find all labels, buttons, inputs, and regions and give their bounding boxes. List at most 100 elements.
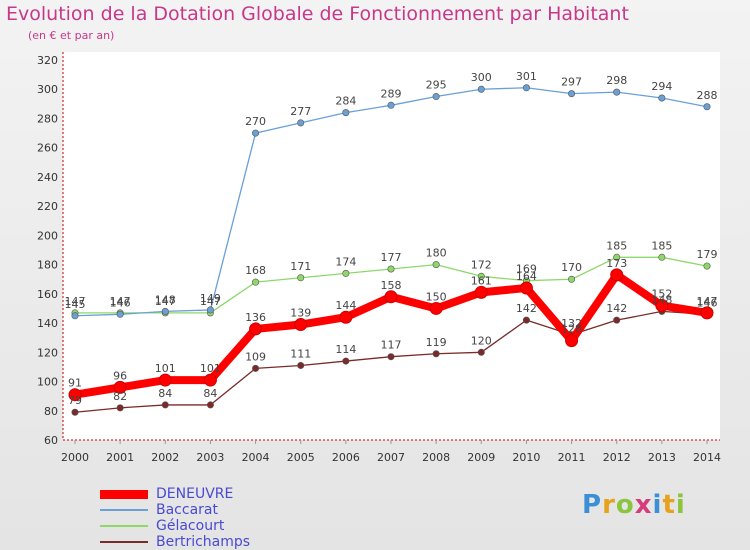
data-label-baccarat: 145	[65, 298, 86, 311]
data-label-deneuvre: 96	[113, 369, 127, 382]
data-point-bertrichamps	[522, 316, 530, 324]
data-label-bertrichamps: 117	[381, 339, 402, 352]
x-tick-label: 2006	[332, 451, 360, 464]
data-label-bertrichamps: 84	[158, 387, 172, 400]
x-tick-label: 2001	[106, 451, 134, 464]
data-point-g-lacourt	[432, 261, 440, 269]
data-label-deneuvre: 152	[651, 288, 672, 301]
data-point-bertrichamps	[116, 404, 124, 412]
data-label-baccarat: 297	[561, 76, 582, 89]
x-tick-label: 2002	[151, 451, 179, 464]
data-point-deneuvre	[610, 268, 624, 282]
data-point-g-lacourt	[613, 253, 621, 261]
data-point-deneuvre	[68, 388, 82, 402]
legend-swatch-bertrichamps	[100, 541, 148, 543]
data-point-g-lacourt	[703, 262, 711, 270]
data-label-deneuvre: 91	[68, 377, 82, 390]
data-point-deneuvre	[113, 380, 127, 394]
data-point-bertrichamps	[252, 364, 260, 372]
data-point-g-lacourt	[658, 253, 666, 261]
data-label-bertrichamps: 132	[561, 317, 582, 330]
data-label-g-lacourt: 177	[381, 251, 402, 264]
data-point-deneuvre	[384, 290, 398, 304]
data-label-baccarat: 270	[245, 115, 266, 128]
data-label-deneuvre: 101	[155, 362, 176, 375]
data-label-bertrichamps: 79	[68, 394, 82, 407]
data-label-deneuvre: 161	[471, 274, 492, 287]
y-tick-label: 220	[37, 200, 58, 213]
data-label-deneuvre: 136	[245, 311, 266, 324]
data-label-deneuvre: 164	[516, 270, 537, 283]
data-point-deneuvre	[203, 373, 217, 387]
data-point-deneuvre	[294, 318, 308, 332]
legend-swatch-deneuvre	[100, 489, 148, 499]
data-point-baccarat	[703, 103, 711, 111]
x-tick-label: 2005	[287, 451, 315, 464]
data-point-bertrichamps	[161, 401, 169, 409]
legend-item-baccarat: Baccarat	[100, 502, 250, 518]
x-tick-label: 2011	[558, 451, 586, 464]
x-tick-label: 2003	[196, 451, 224, 464]
legend-swatch-gelacourt	[100, 525, 148, 527]
data-point-deneuvre	[565, 334, 579, 348]
proxiti-logo: Proxiti	[582, 490, 686, 520]
data-point-baccarat	[342, 109, 350, 117]
data-label-baccarat: 294	[651, 80, 672, 93]
data-point-g-lacourt	[568, 275, 576, 283]
y-tick-label: 80	[44, 405, 58, 418]
data-label-deneuvre: 139	[290, 307, 311, 320]
data-point-deneuvre	[519, 281, 533, 295]
data-point-baccarat	[252, 129, 260, 137]
data-point-bertrichamps	[71, 408, 79, 416]
chart-subtitle: (en € et par an)	[28, 29, 115, 42]
data-point-deneuvre	[700, 306, 714, 320]
y-tick-label: 300	[37, 83, 58, 96]
data-point-deneuvre	[249, 322, 263, 336]
data-point-baccarat	[116, 310, 124, 318]
y-tick-label: 260	[37, 142, 58, 155]
data-label-baccarat: 300	[471, 71, 492, 84]
y-tick-label: 140	[37, 317, 58, 330]
data-label-deneuvre: 158	[381, 279, 402, 292]
x-tick-label: 2013	[648, 451, 676, 464]
data-point-bertrichamps	[387, 353, 395, 361]
chart-title: Evolution de la Dotation Globale de Fonc…	[6, 3, 629, 25]
y-tick-label: 240	[37, 171, 58, 184]
data-label-g-lacourt: 168	[245, 264, 266, 277]
data-label-g-lacourt: 147	[200, 295, 221, 308]
y-tick-label: 280	[37, 112, 58, 125]
data-label-g-lacourt: 179	[697, 248, 718, 261]
data-label-bertrichamps: 82	[113, 390, 127, 403]
x-tick-label: 2007	[377, 451, 405, 464]
x-tick-label: 2008	[422, 451, 450, 464]
data-point-baccarat	[613, 88, 621, 96]
data-point-baccarat	[297, 119, 305, 127]
x-tick-label: 2012	[603, 451, 631, 464]
legend-label-bertrichamps: Bertrichamps	[156, 534, 251, 550]
data-label-baccarat: 277	[290, 105, 311, 118]
data-point-g-lacourt	[297, 274, 305, 282]
data-label-g-lacourt: 147	[65, 295, 86, 308]
data-label-bertrichamps: 109	[245, 350, 266, 363]
data-label-deneuvre: 173	[606, 257, 627, 270]
legend-item-gelacourt: Gélacourt	[100, 518, 250, 534]
legend-item-bertrichamps: Bertrichamps	[100, 534, 250, 550]
data-label-baccarat: 148	[155, 293, 176, 306]
data-label-g-lacourt: 185	[606, 239, 627, 252]
data-point-bertrichamps	[297, 361, 305, 369]
data-label-bertrichamps: 84	[203, 387, 217, 400]
y-tick-label: 160	[37, 288, 58, 301]
y-tick-label: 320	[37, 54, 58, 67]
y-tick-label: 60	[44, 434, 58, 447]
data-label-deneuvre: 101	[200, 362, 221, 375]
data-label-bertrichamps: 148	[651, 293, 672, 306]
y-tick-label: 120	[37, 346, 58, 359]
data-label-g-lacourt: 169	[516, 263, 537, 276]
data-point-bertrichamps	[206, 401, 214, 409]
legend-label-baccarat: Baccarat	[156, 502, 218, 518]
data-point-baccarat	[432, 93, 440, 101]
data-point-bertrichamps	[613, 316, 621, 324]
data-point-g-lacourt	[252, 278, 260, 286]
data-label-g-lacourt: 172	[471, 258, 492, 271]
